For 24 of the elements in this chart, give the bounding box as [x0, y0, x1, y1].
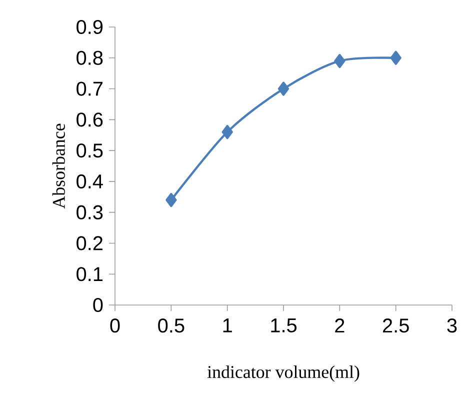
y-tick-label: 0.8 — [76, 50, 103, 65]
y-tick-label: 0.1 — [76, 267, 103, 282]
point — [334, 54, 346, 68]
x-tick-label: 0 — [110, 318, 120, 333]
x-tick-label: 0.5 — [158, 318, 184, 333]
y-axis-title: Absorbance — [52, 124, 65, 209]
point — [390, 50, 402, 65]
x-tick-label: 2 — [335, 318, 344, 332]
point — [166, 192, 177, 208]
x-tick-label: 3 — [447, 318, 457, 333]
point — [222, 124, 233, 140]
y-tick-label: 0.6 — [76, 112, 103, 127]
point — [278, 82, 290, 96]
y-tick-label: 0.9 — [76, 20, 103, 34]
x-tick-label: 1 — [223, 318, 232, 332]
y-tick-label: 0 — [93, 298, 103, 312]
y-tick-label: 0.4 — [76, 174, 103, 188]
y-tick-label: 0.5 — [76, 144, 103, 158]
y-tick-label: 0.2 — [76, 236, 102, 250]
y-tick-label: 0.7 — [76, 82, 102, 96]
x-tick-label: 2.5 — [382, 318, 409, 333]
x-tick-label: 1.5 — [271, 318, 297, 332]
y-tick-label: 0.3 — [76, 205, 103, 220]
x-axis-title: indicator volume(ml) — [207, 365, 360, 382]
